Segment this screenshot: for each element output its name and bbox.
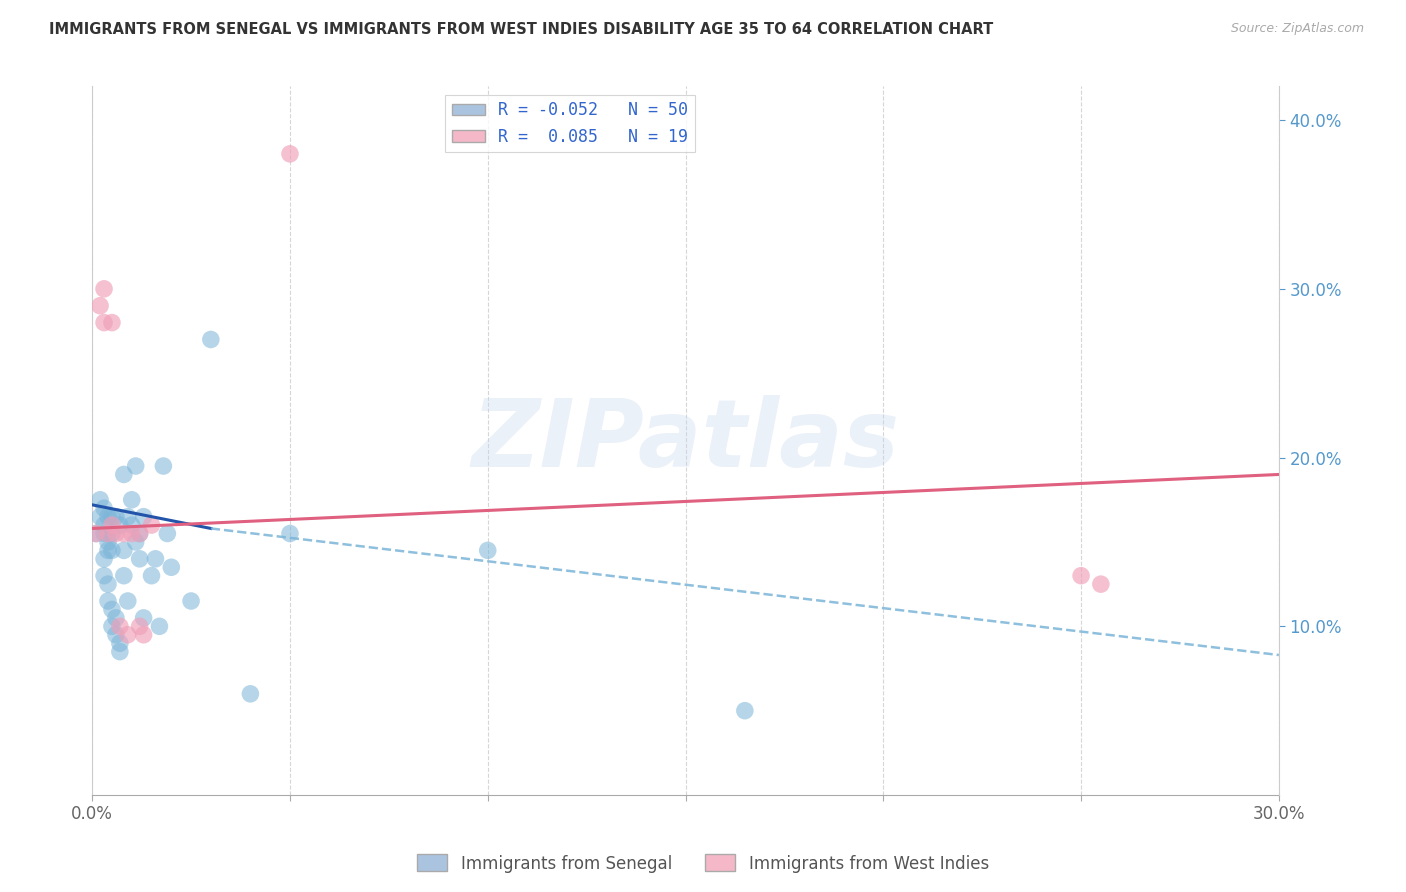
Point bbox=[93, 518, 115, 533]
Point bbox=[239, 687, 262, 701]
Point bbox=[93, 568, 115, 582]
Point bbox=[93, 282, 115, 296]
Point bbox=[734, 704, 756, 718]
Point bbox=[132, 509, 155, 524]
Point bbox=[89, 492, 111, 507]
Point bbox=[101, 543, 124, 558]
Point bbox=[145, 551, 167, 566]
Point bbox=[128, 526, 150, 541]
Text: Source: ZipAtlas.com: Source: ZipAtlas.com bbox=[1230, 22, 1364, 36]
Point bbox=[180, 594, 202, 608]
Point bbox=[97, 543, 120, 558]
Point bbox=[152, 458, 174, 473]
Point bbox=[477, 543, 499, 558]
Point bbox=[101, 619, 124, 633]
Point bbox=[112, 568, 135, 582]
Point bbox=[125, 535, 148, 549]
Legend: R = -0.052   N = 50, R =  0.085   N = 19: R = -0.052 N = 50, R = 0.085 N = 19 bbox=[444, 95, 695, 153]
Point bbox=[104, 526, 127, 541]
Point bbox=[93, 526, 115, 541]
Point bbox=[104, 628, 127, 642]
Point bbox=[89, 509, 111, 524]
Point bbox=[101, 518, 124, 533]
Point bbox=[89, 299, 111, 313]
Point bbox=[84, 526, 107, 541]
Point bbox=[121, 526, 143, 541]
Point bbox=[132, 628, 155, 642]
Point bbox=[117, 594, 139, 608]
Point bbox=[104, 509, 127, 524]
Point bbox=[97, 526, 120, 541]
Point bbox=[101, 526, 124, 541]
Point bbox=[84, 526, 107, 541]
Point bbox=[108, 636, 131, 650]
Point bbox=[128, 526, 150, 541]
Point bbox=[121, 518, 143, 533]
Point bbox=[128, 551, 150, 566]
Point bbox=[97, 577, 120, 591]
Point bbox=[278, 146, 301, 161]
Point bbox=[101, 509, 124, 524]
Point bbox=[93, 501, 115, 516]
Point bbox=[200, 333, 222, 347]
Point bbox=[117, 509, 139, 524]
Point bbox=[108, 619, 131, 633]
Point bbox=[148, 619, 170, 633]
Text: IMMIGRANTS FROM SENEGAL VS IMMIGRANTS FROM WEST INDIES DISABILITY AGE 35 TO 64 C: IMMIGRANTS FROM SENEGAL VS IMMIGRANTS FR… bbox=[49, 22, 994, 37]
Point bbox=[121, 492, 143, 507]
Point bbox=[128, 619, 150, 633]
Point bbox=[93, 316, 115, 330]
Point bbox=[132, 611, 155, 625]
Point bbox=[108, 645, 131, 659]
Point bbox=[117, 628, 139, 642]
Point bbox=[141, 568, 163, 582]
Point bbox=[1090, 577, 1112, 591]
Point bbox=[97, 526, 120, 541]
Point bbox=[112, 467, 135, 482]
Point bbox=[156, 526, 179, 541]
Point bbox=[101, 316, 124, 330]
Point bbox=[97, 594, 120, 608]
Point bbox=[112, 526, 135, 541]
Point bbox=[112, 543, 135, 558]
Point bbox=[125, 458, 148, 473]
Point bbox=[104, 611, 127, 625]
Point bbox=[101, 602, 124, 616]
Text: ZIPatlas: ZIPatlas bbox=[471, 395, 900, 487]
Point bbox=[97, 509, 120, 524]
Point bbox=[160, 560, 183, 574]
Legend: Immigrants from Senegal, Immigrants from West Indies: Immigrants from Senegal, Immigrants from… bbox=[411, 847, 995, 880]
Point bbox=[278, 526, 301, 541]
Point bbox=[93, 551, 115, 566]
Point bbox=[108, 518, 131, 533]
Point bbox=[1070, 568, 1092, 582]
Point bbox=[141, 518, 163, 533]
Point bbox=[97, 535, 120, 549]
